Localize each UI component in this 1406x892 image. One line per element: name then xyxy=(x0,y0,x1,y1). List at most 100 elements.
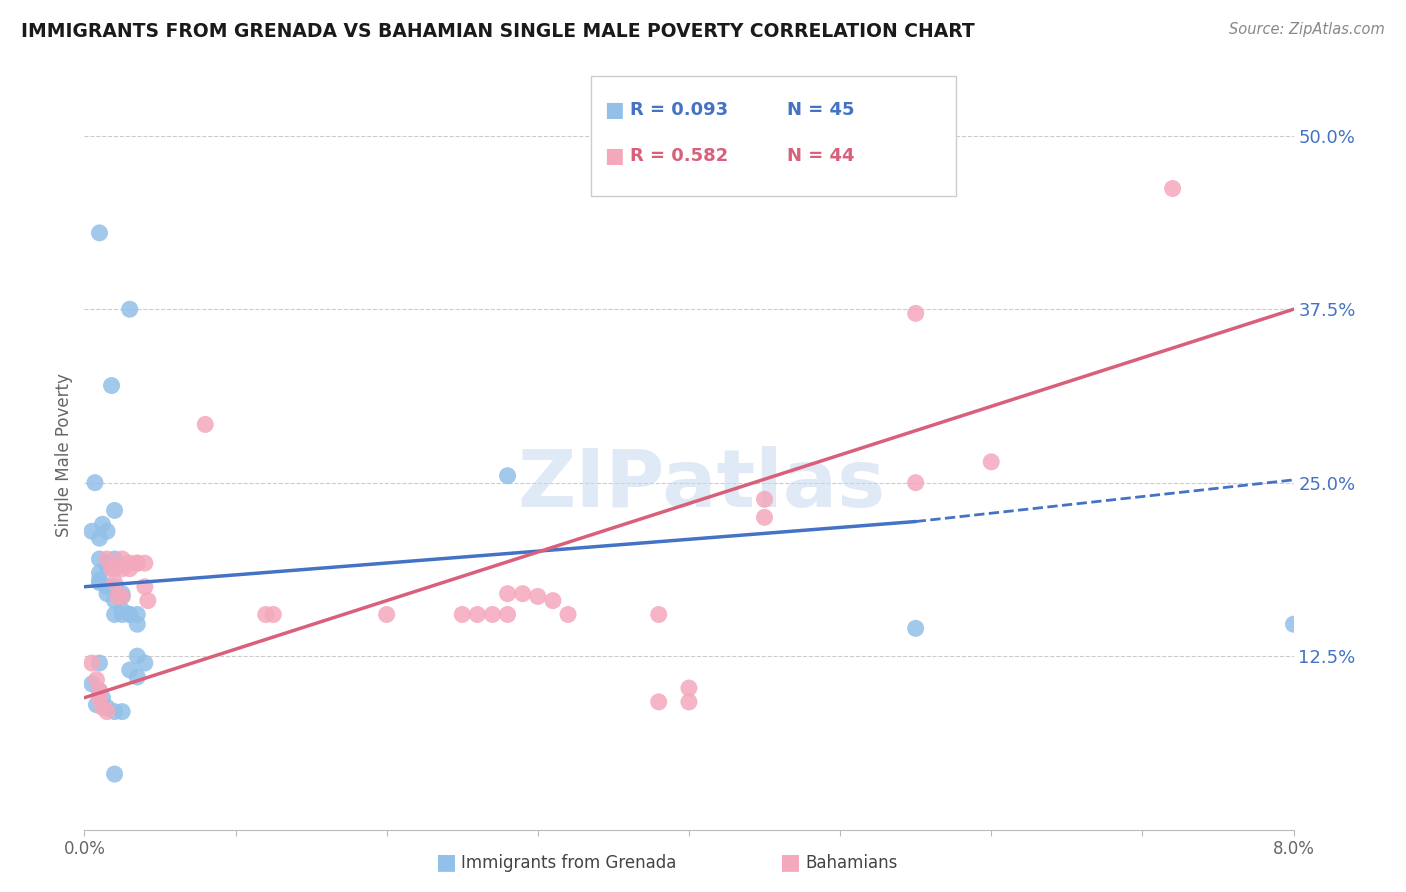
Point xyxy=(136,593,159,607)
Point xyxy=(80,677,103,691)
Point xyxy=(91,517,114,532)
Point xyxy=(127,556,149,570)
Point xyxy=(127,556,149,570)
Point xyxy=(104,562,127,576)
Point xyxy=(96,556,118,570)
Point xyxy=(111,590,134,604)
Point xyxy=(86,673,108,687)
Point xyxy=(111,552,134,566)
Point xyxy=(980,455,1002,469)
Text: R = 0.093: R = 0.093 xyxy=(630,101,728,119)
Point xyxy=(678,695,700,709)
Point xyxy=(541,593,564,607)
Point xyxy=(1282,617,1305,632)
Text: ■: ■ xyxy=(780,853,801,872)
Point xyxy=(451,607,474,622)
Point xyxy=(496,468,519,483)
Point xyxy=(89,683,111,698)
Point xyxy=(96,705,118,719)
Point xyxy=(96,580,118,594)
Point xyxy=(262,607,284,622)
Point xyxy=(118,607,141,622)
Point xyxy=(89,531,111,545)
Point xyxy=(134,656,156,670)
Point xyxy=(89,575,111,590)
Point xyxy=(84,475,107,490)
Point xyxy=(104,552,127,566)
Point xyxy=(127,607,149,622)
Text: ZIPatlas: ZIPatlas xyxy=(517,446,886,524)
Point xyxy=(104,767,127,781)
Point xyxy=(104,607,127,622)
Point xyxy=(96,524,118,539)
Point xyxy=(91,690,114,705)
Point xyxy=(527,590,550,604)
Point xyxy=(118,302,141,317)
Point xyxy=(648,607,671,622)
Point xyxy=(111,607,134,622)
Point xyxy=(89,683,111,698)
Point xyxy=(96,587,118,601)
Text: ■: ■ xyxy=(605,146,624,166)
Point xyxy=(111,603,134,617)
Point xyxy=(104,580,127,594)
Point xyxy=(89,552,111,566)
Point xyxy=(104,575,127,590)
Text: R = 0.582: R = 0.582 xyxy=(630,147,728,165)
Point xyxy=(118,562,141,576)
Point xyxy=(96,700,118,714)
Point xyxy=(118,607,141,622)
Point xyxy=(111,705,134,719)
Point xyxy=(91,700,114,714)
Point xyxy=(118,556,141,570)
Point xyxy=(134,556,156,570)
Point xyxy=(481,607,503,622)
Point xyxy=(512,587,534,601)
Point xyxy=(107,590,129,604)
Y-axis label: Single Male Poverty: Single Male Poverty xyxy=(55,373,73,537)
Point xyxy=(467,607,489,622)
Text: Source: ZipAtlas.com: Source: ZipAtlas.com xyxy=(1229,22,1385,37)
Point xyxy=(127,649,149,664)
Text: N = 45: N = 45 xyxy=(787,101,855,119)
Point xyxy=(89,573,111,587)
Point xyxy=(134,580,156,594)
Point xyxy=(375,607,398,622)
Point xyxy=(754,492,776,507)
Point xyxy=(648,695,671,709)
Point xyxy=(96,552,118,566)
Point xyxy=(194,417,217,432)
Point xyxy=(89,226,111,240)
Point xyxy=(111,587,134,601)
Point xyxy=(111,562,134,576)
Text: N = 44: N = 44 xyxy=(787,147,855,165)
Point xyxy=(89,690,111,705)
Point xyxy=(96,558,118,573)
Text: ■: ■ xyxy=(436,853,457,872)
Point xyxy=(254,607,277,622)
Point xyxy=(904,621,927,635)
Point xyxy=(678,681,700,695)
Point xyxy=(100,562,122,576)
Point xyxy=(754,510,776,524)
Point xyxy=(80,524,103,539)
Point xyxy=(89,566,111,580)
Point xyxy=(118,663,141,677)
Point xyxy=(100,378,122,392)
Point xyxy=(104,503,127,517)
Point xyxy=(111,590,134,604)
Point xyxy=(80,656,103,670)
Text: Bahamians: Bahamians xyxy=(806,855,898,872)
Text: IMMIGRANTS FROM GRENADA VS BAHAMIAN SINGLE MALE POVERTY CORRELATION CHART: IMMIGRANTS FROM GRENADA VS BAHAMIAN SING… xyxy=(21,22,974,41)
Point xyxy=(104,593,127,607)
Text: ■: ■ xyxy=(605,100,624,120)
Point xyxy=(904,306,927,320)
Point xyxy=(557,607,579,622)
Point xyxy=(1161,181,1184,195)
Point xyxy=(104,705,127,719)
Point xyxy=(496,587,519,601)
Point xyxy=(127,670,149,684)
Point xyxy=(86,698,108,712)
Point xyxy=(89,656,111,670)
Text: Immigrants from Grenada: Immigrants from Grenada xyxy=(461,855,676,872)
